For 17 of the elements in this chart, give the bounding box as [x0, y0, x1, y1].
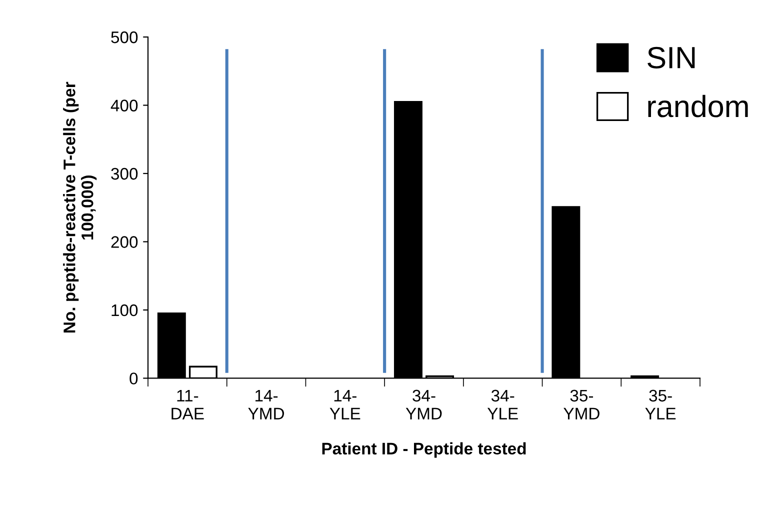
- x-tick-label: 34- YMD: [406, 390, 442, 420]
- y-tick-label: 0: [130, 372, 138, 384]
- x-tick-label: 35- YMD: [564, 390, 600, 420]
- y-tick-label: 400: [110, 100, 138, 112]
- y-tick-label: 300: [111, 168, 138, 180]
- y-tick-label: 500: [111, 31, 138, 44]
- y-axis-title: No. peptide-reactive T-cells (per 100,000): [63, 82, 97, 332]
- x-tick-label: 14- YMD: [248, 390, 284, 420]
- x-tick-label: 11- DAE: [172, 390, 204, 420]
- x-axis-title: Patient ID - Peptide tested: [322, 442, 526, 458]
- y-tick-label: 100: [112, 304, 138, 316]
- x-tick-label: 34- YLE: [487, 390, 518, 420]
- x-tick-label: 35- YLE: [645, 390, 676, 420]
- legend-label: random: [648, 94, 748, 118]
- legend-label: SIN: [648, 46, 695, 68]
- y-tick-label: 200: [111, 236, 138, 248]
- x-tick-label: 14- YLE: [330, 390, 360, 420]
